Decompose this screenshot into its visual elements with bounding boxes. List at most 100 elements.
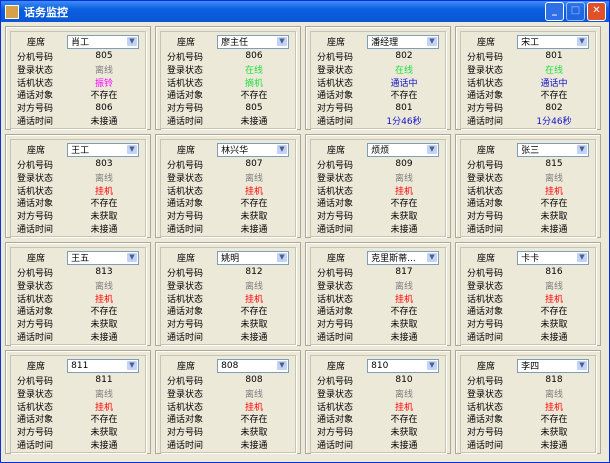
chevron-down-icon[interactable]: ▼ xyxy=(427,36,437,46)
phone-status-label: 话机状态 xyxy=(167,186,204,197)
call-target-label: 通话对象 xyxy=(467,307,504,318)
call-target-label: 通话对象 xyxy=(317,415,354,426)
seat-panel-inner: 座席 宋工 ▼ 分机号码 801 登录状态 在线 话机状态 通话中 通话对象 不存在 对方号码 802… xyxy=(460,31,596,129)
call-target-value: 不存在 xyxy=(540,199,568,210)
phone-status-row: 话机状态 通话中 xyxy=(467,76,589,89)
peer-number-row: 对方号码 未获取 xyxy=(167,209,289,222)
seat-select-value: 姚明 xyxy=(221,254,240,264)
seat-select[interactable]: 808 ▼ xyxy=(217,358,289,373)
chevron-down-icon[interactable]: ▼ xyxy=(277,36,287,46)
seat-select-value: 克里斯蒂... xyxy=(371,254,416,264)
chevron-down-icon[interactable]: ▼ xyxy=(427,360,437,370)
chevron-down-icon[interactable]: ▼ xyxy=(277,360,287,370)
call-target-label: 通话对象 xyxy=(17,91,54,102)
login-status-label: 登录状态 xyxy=(17,65,54,76)
login-status-value: 在线 xyxy=(544,65,563,76)
peer-number-value: 未获取 xyxy=(540,428,568,439)
seat-select[interactable]: 宋工 ▼ xyxy=(517,34,589,49)
seat-select[interactable]: 王五 ▼ xyxy=(67,250,139,265)
call-target-value: 不存在 xyxy=(240,415,268,426)
login-status-row: 登录状态 离线 xyxy=(167,387,289,400)
seat-select[interactable]: 烦烦 ▼ xyxy=(367,142,439,157)
peer-number-row: 对方号码 未获取 xyxy=(167,425,289,438)
chevron-down-icon[interactable]: ▼ xyxy=(577,144,587,154)
seat-select[interactable]: 林兴华 ▼ xyxy=(217,142,289,157)
call-duration-value: 未接通 xyxy=(90,116,118,127)
seat-select[interactable]: 廖主任 ▼ xyxy=(217,34,289,49)
seat-select[interactable]: 李四 ▼ xyxy=(517,358,589,373)
maximize-button[interactable]: □ xyxy=(566,2,585,21)
extension-value: 816 xyxy=(545,267,563,278)
phone-status-label: 话机状态 xyxy=(17,402,54,413)
seat-select[interactable]: 810 ▼ xyxy=(367,358,439,373)
call-duration-row: 通话时间 未接通 xyxy=(317,438,439,451)
java-cup-icon xyxy=(5,4,19,19)
extension-value: 818 xyxy=(545,375,563,386)
login-status-row: 登录状态 离线 xyxy=(467,171,589,184)
extension-row: 分机号码 806 xyxy=(167,50,289,63)
peer-number-label: 对方号码 xyxy=(167,104,204,115)
chevron-down-icon[interactable]: ▼ xyxy=(127,36,137,46)
chevron-down-icon[interactable]: ▼ xyxy=(277,252,287,262)
peer-number-row: 对方号码 未获取 xyxy=(467,317,589,330)
seat-select-value: 林兴华 xyxy=(221,146,249,156)
phone-status-label: 话机状态 xyxy=(17,78,54,89)
seat-label: 座席 xyxy=(327,254,346,264)
login-status-row: 登录状态 在线 xyxy=(317,63,439,76)
phone-status-value: 挂机 xyxy=(544,294,563,305)
seat-select-value: 廖主任 xyxy=(221,38,249,48)
close-button[interactable]: ✕ xyxy=(587,2,606,21)
extension-value: 807 xyxy=(245,159,263,170)
seat-panel-inner: 座席 肖工 ▼ 分机号码 805 登录状态 离线 话机状态 振铃 通话对象 不存在 对方号码 806 通… xyxy=(10,31,146,129)
seat-select[interactable]: 811 ▼ xyxy=(67,358,139,373)
call-duration-value: 未接通 xyxy=(240,116,268,127)
chevron-down-icon[interactable]: ▼ xyxy=(577,36,587,46)
login-status-value: 离线 xyxy=(544,389,563,400)
seat-panel: 座席 潘经理 ▼ 分机号码 802 登录状态 在线 话机状态 通话中 通话对象 不存在 对方号码 80… xyxy=(305,26,451,130)
extension-row: 分机号码 805 xyxy=(17,50,139,63)
chevron-down-icon[interactable]: ▼ xyxy=(127,252,137,262)
call-duration-value: 1分46秒 xyxy=(386,116,422,127)
chevron-down-icon[interactable]: ▼ xyxy=(427,252,437,262)
minimize-button[interactable]: _ xyxy=(545,2,564,21)
call-target-value: 不存在 xyxy=(390,91,418,102)
peer-number-row: 对方号码 806 xyxy=(17,101,139,115)
seat-panel-inner: 座席 廖主任 ▼ 分机号码 806 登录状态 在线 话机状态 摘机 通话对象 不存在 对方号码 805… xyxy=(160,31,296,129)
peer-number-label: 对方号码 xyxy=(17,320,54,331)
seat-select[interactable]: 姚明 ▼ xyxy=(217,250,289,265)
call-duration-value: 未接通 xyxy=(240,440,268,451)
phone-status-row: 话机状态 挂机 xyxy=(317,184,439,197)
call-target-label: 通话对象 xyxy=(467,415,504,426)
peer-number-value: 未获取 xyxy=(90,320,118,331)
chevron-down-icon[interactable]: ▼ xyxy=(577,252,587,262)
seat-select-value: 烦烦 xyxy=(371,146,390,156)
call-target-row: 通话对象 不存在 xyxy=(17,88,139,101)
seat-select[interactable]: 潘经理 ▼ xyxy=(367,34,439,49)
extension-row: 分机号码 818 xyxy=(467,374,589,387)
chevron-down-icon[interactable]: ▼ xyxy=(577,360,587,370)
seat-select[interactable]: 王工 ▼ xyxy=(67,142,139,157)
call-target-label: 通话对象 xyxy=(17,199,54,210)
peer-number-value: 未获取 xyxy=(90,428,118,439)
chevron-down-icon[interactable]: ▼ xyxy=(127,360,137,370)
chevron-down-icon[interactable]: ▼ xyxy=(277,144,287,154)
peer-number-value: 未获取 xyxy=(540,320,568,331)
call-duration-label: 通话时间 xyxy=(167,224,204,235)
call-target-row: 通话对象 不存在 xyxy=(17,412,139,425)
seat-select[interactable]: 肖工 ▼ xyxy=(67,34,139,49)
seat-select-value: 810 xyxy=(371,360,389,371)
login-status-row: 登录状态 离线 xyxy=(17,171,139,184)
seat-select[interactable]: 克里斯蒂... ▼ xyxy=(367,250,439,265)
call-target-row: 通话对象 不存在 xyxy=(167,412,289,425)
peer-number-row: 对方号码 805 xyxy=(167,101,289,115)
chevron-down-icon[interactable]: ▼ xyxy=(127,144,137,154)
phone-status-row: 话机状态 通话中 xyxy=(317,76,439,89)
extension-row: 分机号码 807 xyxy=(167,158,289,171)
title-bar[interactable]: 话务监控 _ □ ✕ xyxy=(1,1,609,22)
extension-row: 分机号码 802 xyxy=(317,50,439,63)
seat-select[interactable]: 张三 ▼ xyxy=(517,142,589,157)
chevron-down-icon[interactable]: ▼ xyxy=(427,144,437,154)
seat-select[interactable]: 卡卡 ▼ xyxy=(517,250,589,265)
call-target-row: 通话对象 不存在 xyxy=(17,304,139,317)
peer-number-row: 对方号码 未获取 xyxy=(17,209,139,222)
